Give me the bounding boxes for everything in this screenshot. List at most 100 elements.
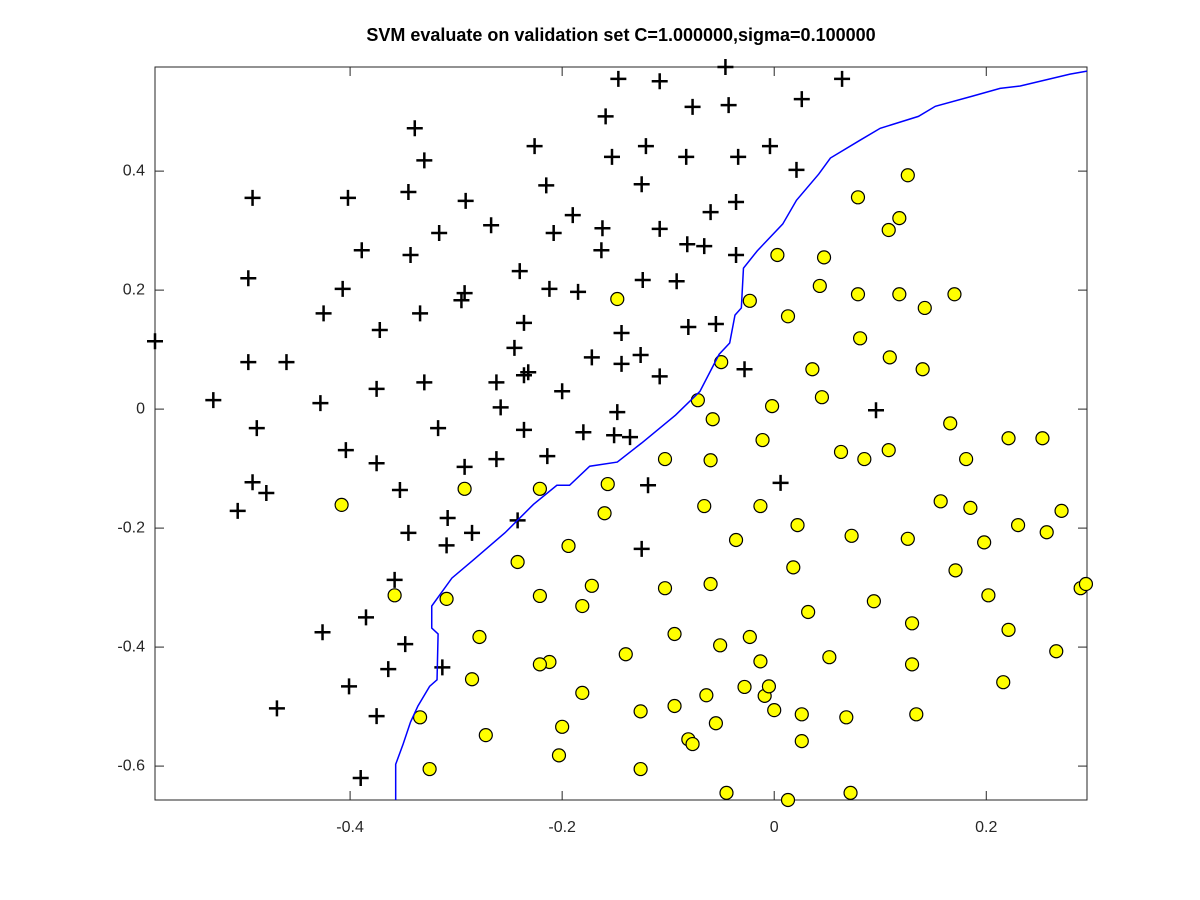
plus-marker <box>515 421 532 438</box>
plus-marker <box>439 509 456 526</box>
circle-marker <box>422 761 437 777</box>
plus-marker <box>400 524 417 541</box>
circle-marker <box>794 707 809 722</box>
circle-marker <box>904 657 920 672</box>
circle-marker <box>742 629 757 645</box>
plus-marker <box>834 70 851 87</box>
plus-marker <box>637 138 654 155</box>
plus-marker <box>684 98 701 115</box>
plus-marker <box>736 361 753 378</box>
circle-marker <box>904 616 920 631</box>
plus-marker <box>456 458 473 475</box>
plus-marker <box>488 374 505 391</box>
circle-marker <box>996 675 1011 690</box>
plus-marker <box>761 138 778 155</box>
circle-marker <box>697 498 712 514</box>
circle-marker <box>457 481 472 496</box>
plus-marker <box>515 314 532 331</box>
plus-marker <box>564 207 581 224</box>
plus-marker <box>720 97 737 114</box>
circle-marker <box>633 761 648 777</box>
circle-marker <box>412 710 428 725</box>
chart-title: SVM evaluate on validation set C=1.00000… <box>366 25 875 45</box>
plus-marker <box>368 380 385 397</box>
circle-marker <box>690 393 705 408</box>
circle-marker <box>839 710 854 725</box>
circle-marker <box>1001 431 1016 446</box>
circle-marker <box>761 679 777 694</box>
circle-marker <box>1035 431 1050 446</box>
circle-marker <box>786 560 801 575</box>
circle-marker <box>790 518 805 533</box>
y-tick-label: 0 <box>136 400 145 417</box>
circle-marker <box>667 698 682 714</box>
plus-marker <box>526 138 543 155</box>
circle-marker <box>977 535 992 550</box>
circle-marker <box>850 190 866 205</box>
plus-marker <box>244 189 261 206</box>
plus-marker <box>483 217 500 234</box>
circle-marker <box>770 247 785 263</box>
circle-marker <box>780 792 796 808</box>
circle-marker <box>963 500 978 515</box>
plus-marker <box>634 271 651 288</box>
x-tick-label: 0 <box>770 819 779 836</box>
plus-marker <box>613 355 630 372</box>
circle-marker <box>850 287 866 302</box>
plus-marker <box>728 194 745 211</box>
plus-marker <box>380 661 397 678</box>
circle-marker <box>881 222 896 238</box>
plus-marker <box>438 537 455 554</box>
circle-marker <box>510 554 525 570</box>
plus-marker <box>575 424 592 441</box>
circle-marker <box>844 528 859 543</box>
circle-marker <box>685 736 700 752</box>
circle-marker <box>610 291 625 307</box>
circle-marker <box>703 576 718 592</box>
plus-marker <box>593 242 610 259</box>
plus-marker <box>610 70 627 87</box>
circle-marker <box>532 657 547 672</box>
plus-marker <box>633 176 650 193</box>
plus-marker <box>651 220 668 237</box>
plus-marker <box>457 192 474 209</box>
circle-marker <box>551 748 567 763</box>
plus-marker <box>541 280 558 297</box>
plus-marker <box>679 236 696 253</box>
plus-marker <box>554 383 571 400</box>
plus-marker <box>453 292 470 309</box>
circle-marker <box>892 287 907 302</box>
plus-marker <box>583 349 600 366</box>
plus-marker <box>707 316 724 333</box>
circle-marker <box>728 532 744 548</box>
plus-marker <box>456 285 473 302</box>
plus-marker <box>352 769 369 786</box>
plus-marker <box>341 678 358 695</box>
circle-marker <box>439 591 454 607</box>
circle-marker <box>780 309 796 324</box>
circle-marker <box>555 719 570 734</box>
circle-marker <box>805 362 820 377</box>
plus-marker <box>205 392 222 409</box>
plus-marker <box>651 73 668 90</box>
plus-marker <box>406 120 423 137</box>
circle-marker <box>708 716 723 731</box>
circle-marker <box>657 451 673 467</box>
circle-marker <box>794 733 809 749</box>
plus-marker <box>430 420 447 437</box>
circle-marker <box>959 451 974 467</box>
circle-marker <box>657 581 673 596</box>
x-tick-label: -0.4 <box>336 819 364 836</box>
plus-marker <box>248 420 265 437</box>
circle-marker <box>713 638 728 653</box>
plus-marker <box>511 263 528 280</box>
plus-marker <box>640 477 657 494</box>
circle-marker <box>667 626 682 642</box>
circle-marker <box>812 278 827 294</box>
circle-marker <box>584 578 599 593</box>
x-tick-label: 0.2 <box>975 819 997 836</box>
plus-marker <box>397 636 414 653</box>
plus-marker <box>353 242 370 259</box>
circle-marker <box>753 654 768 669</box>
circle-marker <box>1001 622 1016 637</box>
